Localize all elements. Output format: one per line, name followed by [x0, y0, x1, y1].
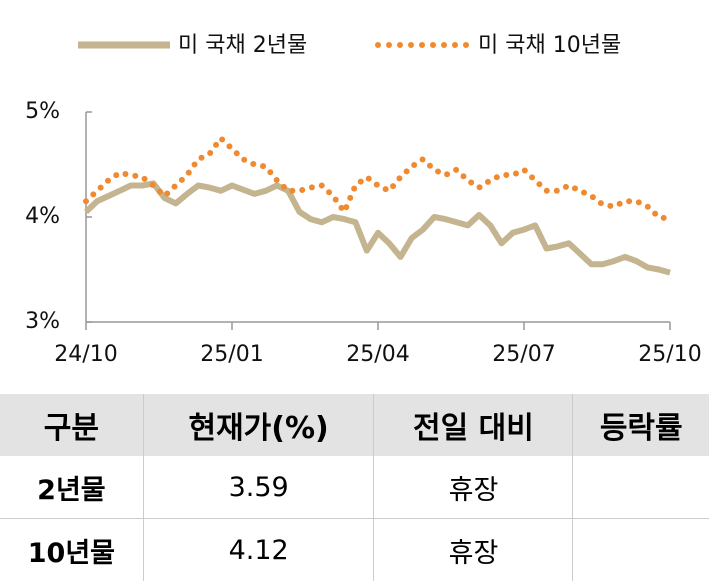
table-cell: [572, 518, 709, 581]
y-tick-label: 5%: [25, 99, 60, 124]
column-header: 구분: [0, 394, 144, 456]
x-tick-label: 25/07: [492, 342, 555, 367]
series-line: [83, 135, 673, 223]
x-tick-label: 24/10: [54, 342, 117, 367]
x-tick-label: 25/10: [638, 342, 701, 367]
y-tick-label: 4%: [25, 204, 60, 229]
table-cell: 2년물: [37, 474, 106, 506]
legend-label: 미 국채 2년물: [178, 33, 307, 58]
x-tick-label: 25/04: [346, 342, 409, 367]
table-cell: 3.59: [142, 456, 374, 519]
quote-table: 구분 현재가(%) 전일 대비 등락률 2년물 3.59 휴장 10년물 4.12 휴장: [0, 394, 709, 581]
legend-label: 미 국채 10년물: [478, 33, 621, 58]
x-tick-label: 25/01: [200, 342, 263, 367]
column-header: 전일 대비: [373, 394, 573, 456]
table-cell: [572, 456, 709, 519]
table-row: 10년물 4.12 휴장: [0, 518, 709, 581]
column-header: 현재가(%): [142, 394, 374, 456]
column-header: 등락률: [572, 394, 709, 456]
chart: 3% 4% 5% 24/10 25/01 25/04 25/07 25/10 미 국채 2년물 미…: [25, 33, 702, 367]
table-cell: 10년물: [0, 518, 144, 581]
series-line: [83, 180, 671, 276]
table-row: 2년물 3.59 휴장: [0, 456, 709, 519]
table-cell: 휴장: [373, 456, 573, 519]
table-cell: 4.12: [142, 518, 374, 581]
table-cell: 휴장: [373, 518, 573, 581]
y-tick-label: 3%: [25, 309, 60, 334]
